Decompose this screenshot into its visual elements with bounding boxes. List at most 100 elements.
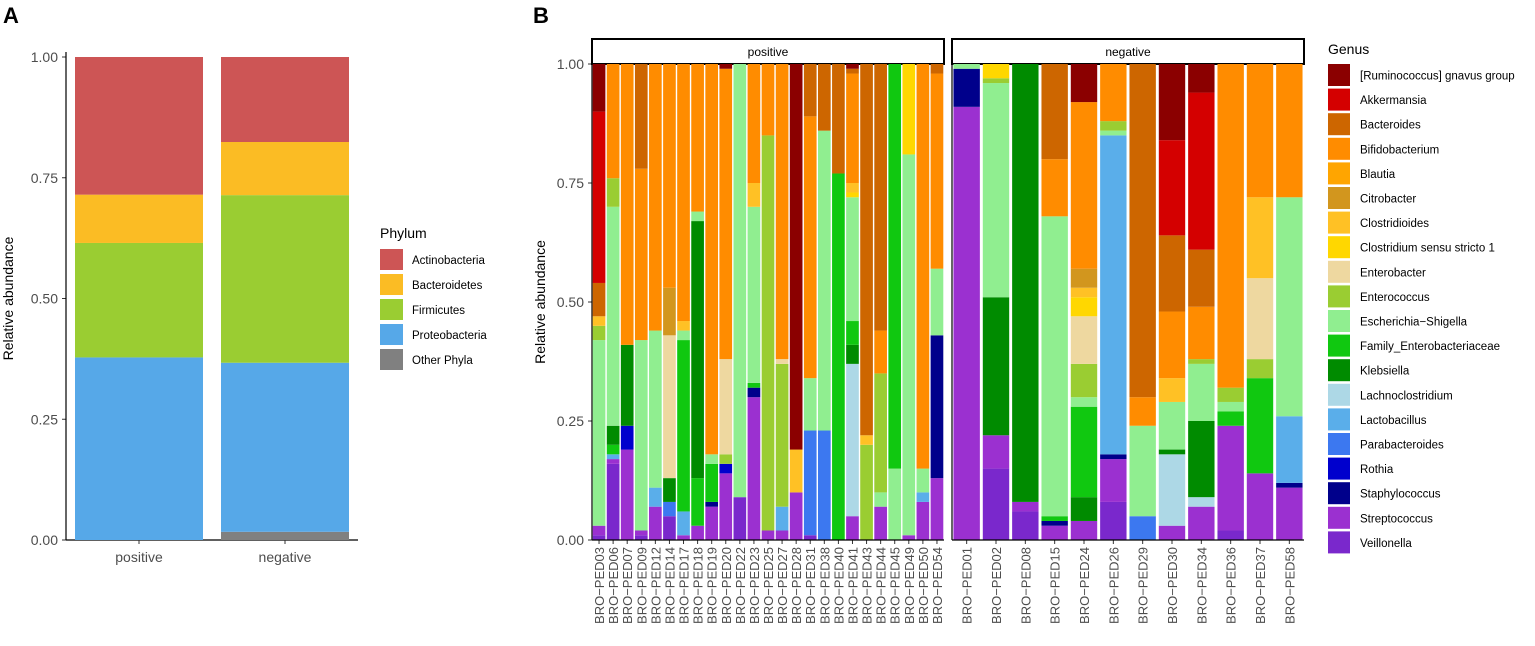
sample-bar-bro-ped29 [1129, 64, 1156, 540]
legend-label-actinobacteria: Actinobacteria [412, 255, 485, 267]
sample-bar-bro-ped49 [902, 64, 916, 540]
bar-segment-streptococcus [1100, 459, 1127, 502]
bar-segment-staphylococcus [930, 335, 944, 479]
bar-segment-streptococcus [789, 492, 803, 540]
sample-bar-bro-ped54 [930, 64, 944, 540]
sample-bar-bro-ped18 [691, 64, 704, 540]
bar-segment-veillonella [1012, 511, 1039, 540]
bar-segment-actinobacteria [75, 57, 203, 195]
bar-segment-streptococcus [634, 530, 648, 536]
bar-segment-ruminococcus-gnavus-group [789, 64, 803, 450]
bar-segment-escherichia-shigella [606, 206, 620, 426]
sample-label: BRO−PED12 [648, 547, 663, 624]
sample-label: BRO−PED01 [960, 547, 975, 624]
sample-bar-bro-ped38 [817, 64, 831, 540]
panel-a-x-axis: positive negative [115, 540, 312, 565]
legend-swatch-citrobacter [1328, 187, 1350, 209]
legend-label-veillonella: Veillonella [1360, 538, 1412, 550]
bar-segment-actinobacteria [221, 57, 349, 143]
panel-a-y-tick-label: 0.75 [31, 170, 58, 186]
sample-bar-bro-ped08 [1012, 64, 1039, 540]
bar-segment-bifidobacterium [719, 68, 733, 360]
legend-swatch-clostridioides [1328, 211, 1350, 234]
bar-segment-clostridioides [789, 449, 803, 493]
bar-segment-bacteroidetes [221, 142, 349, 196]
sample-bar-bro-ped02 [982, 64, 1010, 540]
bar-segment-proteobacteria [75, 357, 203, 540]
sample-bar-bro-ped06 [606, 64, 620, 540]
sample-bar-bro-ped01 [953, 64, 980, 540]
sample-bar-bro-ped14 [663, 64, 676, 540]
bar-segment-veillonella [634, 535, 648, 540]
sample-bar-bro-ped40 [832, 64, 845, 541]
sample-bar-bro-ped50 [916, 64, 930, 540]
bar-segment-firmicutes [221, 195, 349, 363]
bar-segment-veillonella [733, 497, 747, 540]
legend-label-bacteroidetes: Bacteroidetes [412, 280, 483, 292]
sample-label: BRO−PED40 [831, 547, 846, 624]
bar-segment-bacteroides [803, 64, 817, 117]
legend-label-staphylococcus: Staphylococcus [1360, 489, 1441, 501]
bar-segment-bifidobacterium [606, 64, 620, 179]
panel-b-y-tick-label: 0.00 [557, 532, 584, 548]
bar-segment-veillonella [606, 463, 620, 540]
legend-swatch-family-enterobacteriaceae [1328, 334, 1350, 357]
bar-segment-parabacteroides [803, 430, 817, 536]
sample-label: BRO−PED26 [1106, 547, 1121, 624]
bar-segment-bacteroides [832, 64, 845, 174]
bar-segment-bifidobacterium [649, 64, 662, 331]
bar-segment-bifidobacterium [1100, 64, 1127, 122]
legend-label-rothia: Rothia [1360, 464, 1394, 476]
legend-label-akkermansia: Akkermansia [1360, 95, 1427, 107]
sample-label: BRO−PED28 [789, 547, 804, 624]
bar-segment-escherichia-shigella [677, 330, 690, 341]
sample-bar-bro-ped12 [649, 64, 662, 540]
bar-segment-enterobacter [775, 359, 789, 364]
sample-bar-bro-ped28 [789, 64, 803, 540]
bar-segment-lactobacillus [606, 454, 620, 460]
bar-segment-escherichia-shigella [1129, 425, 1156, 517]
sample-bar-bro-ped19 [705, 64, 719, 540]
bar-segment-streptococcus [620, 449, 634, 540]
bar-segment-family-enterobacteriaceae [606, 444, 620, 455]
bar-segment-bacteroidetes [75, 194, 203, 243]
bar-segment-ruminococcus-gnavus-group [1158, 64, 1186, 141]
bar-segment-lachnoclostridium [846, 363, 859, 517]
bar-segment-klebsiella [1188, 421, 1215, 498]
bar-segment-streptococcus [1158, 525, 1186, 540]
bar-stack-negative [221, 57, 349, 540]
bar-segment-bifidobacterium [1188, 306, 1215, 360]
sample-label: BRO−PED14 [662, 547, 677, 624]
legend-label-proteobacteria: Proteobacteria [412, 330, 487, 342]
bar-segment-bifidobacterium [916, 64, 930, 469]
sample-label: BRO−PED43 [860, 547, 875, 624]
bar-segment-streptococcus [761, 530, 775, 540]
bar-segment-bifidobacterium [1041, 159, 1068, 217]
bar-segment-escherichia-shigella [953, 64, 980, 69]
sample-label: BRO−PED09 [634, 547, 649, 624]
bar-segment-streptococcus [902, 535, 916, 540]
sample-bar-bro-ped17 [677, 64, 690, 540]
bar-segment-parabacteroides [1129, 516, 1156, 540]
sample-label: BRO−PED22 [733, 547, 748, 624]
bar-segment-bifidobacterium [663, 64, 676, 288]
bar-segment-clostridium-sensu-stricto-1 [902, 64, 916, 155]
legend-label-enterobacter: Enterobacter [1360, 267, 1426, 279]
bar-segment-lactobacillus [916, 492, 930, 502]
bar-segment-klebsiella [606, 425, 620, 445]
bar-segment-escherichia-shigella [1188, 363, 1215, 421]
sample-bar-bro-ped36 [1217, 64, 1244, 540]
bar-segment-family-enterobacteriaceae [1041, 516, 1068, 521]
bar-segment-escherichia-shigella [634, 340, 648, 531]
sample-label: BRO−PED49 [902, 547, 917, 624]
panel-b-chart: Relative abundance 0.000.250.500.751.00 … [532, 38, 1515, 624]
bar-segment-clostridioides [860, 435, 873, 445]
bar-segment-family-enterobacteriaceae [1070, 406, 1098, 498]
bar-segment-enterococcus [1188, 359, 1215, 364]
bar-segment-veillonella [803, 535, 817, 540]
bar-segment-bifidobacterium [930, 73, 944, 269]
bar-segment-clostridioides [677, 321, 690, 331]
bar-segment-bifidobacterium [1217, 64, 1244, 388]
